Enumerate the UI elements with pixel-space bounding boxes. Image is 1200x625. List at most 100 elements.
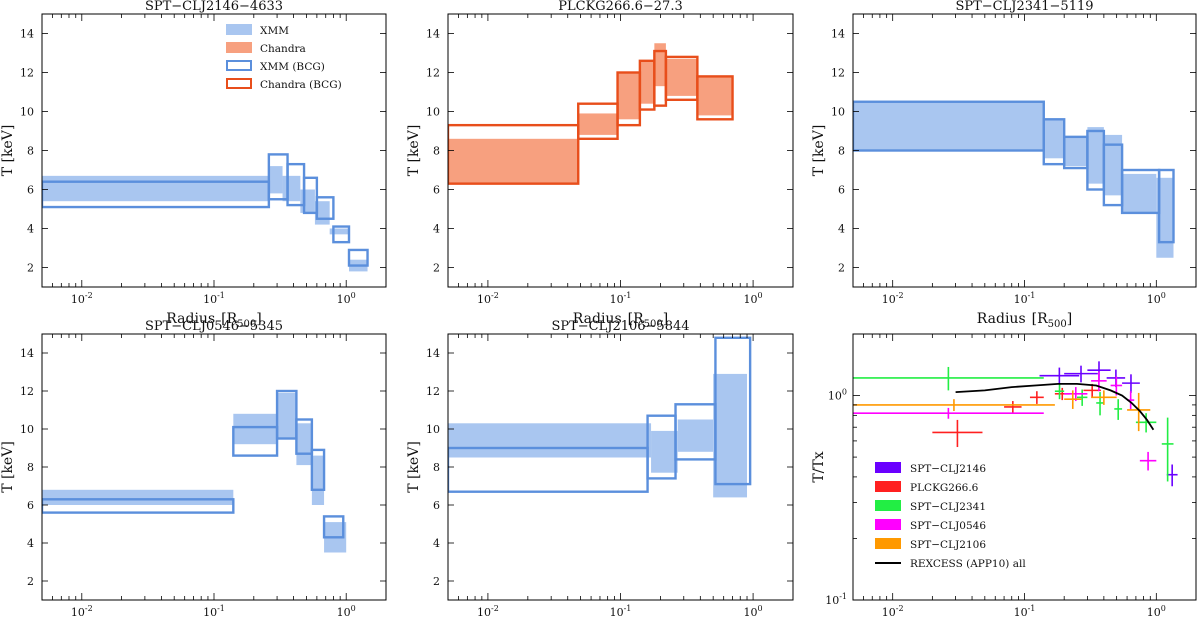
x-tick-base: 10 xyxy=(882,606,896,619)
x-tick-label: 100 xyxy=(1147,604,1166,619)
temperature-bin-filled xyxy=(282,175,301,202)
y-tick-label: 6 xyxy=(433,184,440,197)
temperature-bin-outline xyxy=(322,515,345,539)
panel-5: 10-210-110010-1100Radius[R500]T/TxSPT−CL… xyxy=(811,333,1197,625)
x-tick-exponent: -2 xyxy=(85,604,93,613)
temperature-bin-filled xyxy=(654,43,666,87)
x-tick-label: 100 xyxy=(337,291,356,306)
chart-title: PLCKG266.6−27.3 xyxy=(558,0,682,14)
y-tick-label: 12 xyxy=(426,385,440,398)
x-axis-label: Radius [R500] xyxy=(166,311,261,330)
x-tick-label: 10-2 xyxy=(882,291,904,306)
temperature-bin-outline xyxy=(448,123,580,185)
y-tick-label: 14 xyxy=(426,347,440,360)
x-tick-exponent: -1 xyxy=(1028,604,1036,613)
x-tick-exponent: -1 xyxy=(624,604,632,613)
legend-label: REXCESS (APP10) all xyxy=(910,558,1026,570)
y-tick-label: 12 xyxy=(20,67,34,80)
y-tick-label: 100 xyxy=(828,388,847,403)
chart-title: SPT−CLJ2341−5119 xyxy=(955,0,1093,14)
plot-area xyxy=(448,43,734,185)
y-tick-label: 6 xyxy=(838,184,845,197)
temperature-bin-filled xyxy=(268,166,283,194)
temperature-bin-outline xyxy=(347,248,369,267)
legend-label: SPT−CLJ2106 xyxy=(910,539,986,551)
legend-label: Chandra (BCG) xyxy=(260,79,342,91)
x-tick-exponent: -2 xyxy=(896,291,904,300)
y-tick-label: 14 xyxy=(20,347,34,360)
chart-title: SPT−CLJ0546−5345 xyxy=(145,319,283,334)
legend-label: SPT−CLJ0546 xyxy=(910,520,986,532)
y-tick-label: 8 xyxy=(433,145,440,158)
x-tick-base: 10 xyxy=(610,293,624,306)
legend-label: XMM (BCG) xyxy=(260,61,325,73)
temperature-bin-filled xyxy=(639,60,655,104)
y-tick-label: 12 xyxy=(20,385,34,398)
legend-label: XMM xyxy=(260,25,289,37)
temperature-bin-filled xyxy=(233,413,278,445)
y-tick-label: 12 xyxy=(426,67,440,80)
y-tick-label: 2 xyxy=(838,262,845,275)
x-tick-base: 10 xyxy=(1014,606,1028,619)
x-tick-base: 10 xyxy=(744,293,758,306)
x-axis-label-part: Radius xyxy=(166,311,215,327)
x-tick-label: 10-1 xyxy=(203,291,225,306)
y-tick-label: 4 xyxy=(433,223,440,236)
x-tick-label: 100 xyxy=(337,604,356,619)
temperature-bin-outline xyxy=(332,225,351,244)
x-tick-base: 10 xyxy=(477,606,491,619)
temperature-bin-outline xyxy=(302,176,319,215)
legend-label: Chandra xyxy=(260,43,306,55)
x-axis-label-part: ] xyxy=(1067,311,1072,327)
panel-3: SPT−CLJ0546−534510-210-11002468101214Rad… xyxy=(0,319,387,625)
x-tick-base: 10 xyxy=(203,606,217,619)
y-tick-label: 6 xyxy=(27,499,34,512)
x-tick-exponent: -2 xyxy=(85,291,93,300)
y-tick-label: 10 xyxy=(426,106,440,119)
legend: XMM Chandra XMM (BCG) Chandra (BCG) xyxy=(226,24,342,91)
temperature-bin-outline xyxy=(315,196,335,220)
y-tick-exponent: -1 xyxy=(839,592,847,601)
temperature-bin-filled xyxy=(713,373,748,498)
x-tick-base: 10 xyxy=(1147,293,1161,306)
temperature-bin-outline xyxy=(310,448,326,491)
temperature-bin-filled xyxy=(448,423,652,458)
y-tick-label: 2 xyxy=(433,575,440,588)
legend-swatch xyxy=(875,500,901,511)
plot-area xyxy=(853,100,1175,258)
x-tick-label: 10-1 xyxy=(610,291,632,306)
temperature-bin-outline xyxy=(275,389,298,440)
y-tick-label: 12 xyxy=(831,67,845,80)
x-axis-label-part: Radius xyxy=(573,311,622,327)
x-tick-base: 10 xyxy=(71,293,85,306)
temperature-bin-filled xyxy=(311,455,325,505)
x-tick-label: 10-2 xyxy=(71,291,93,306)
x-tick-exponent: -1 xyxy=(217,604,225,613)
x-tick-label: 100 xyxy=(1147,291,1166,306)
x-tick-label: 100 xyxy=(744,291,763,306)
temperature-bin-filled xyxy=(578,113,618,135)
y-tick-label: 6 xyxy=(27,184,34,197)
x-tick-base: 10 xyxy=(610,606,624,619)
legend-swatch-fill xyxy=(226,24,252,35)
y-axis-label: T [keV] xyxy=(0,125,16,177)
temperature-bin-filled xyxy=(42,175,269,202)
x-tick-base: 10 xyxy=(882,293,896,306)
x-tick-label: 10-2 xyxy=(71,604,93,619)
temperature-bin-filled xyxy=(329,228,350,235)
legend-swatch-fill xyxy=(226,42,252,53)
x-tick-exponent: 0 xyxy=(351,604,356,613)
x-tick-exponent: 0 xyxy=(1161,291,1166,300)
legend-swatch xyxy=(875,462,901,473)
y-axis-label: T/Tx xyxy=(811,451,827,482)
rexcess-profile-line xyxy=(955,382,1155,431)
legend: SPT−CLJ2146 PLCKG266.6 SPT−CLJ2341 SPT−CLJ0… xyxy=(875,462,1026,570)
plot-frame xyxy=(41,333,387,601)
x-axis-label-part: [R xyxy=(1032,311,1048,327)
temperature-bin-filled xyxy=(300,189,315,213)
y-tick-label: 2 xyxy=(27,262,34,275)
y-tick-label: 8 xyxy=(27,145,34,158)
x-tick-exponent: -1 xyxy=(1028,291,1036,300)
y-tick-label: 8 xyxy=(838,145,845,158)
